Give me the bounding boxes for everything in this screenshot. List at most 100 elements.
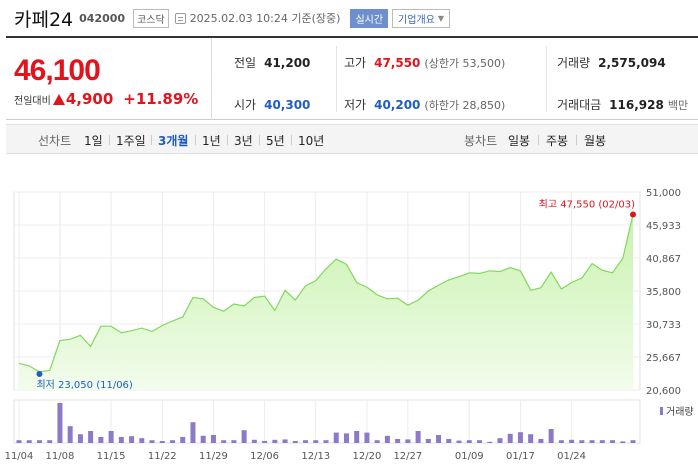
tab-1y[interactable]: 1년 (202, 134, 221, 148)
tab-1w[interactable]: 1주일 (116, 134, 146, 148)
price-summary: 46,100 전일대비 4,900 +11.89% 전일 41,200 시가 4… (6, 36, 698, 120)
volume-bar (354, 431, 360, 443)
stat-value: 2,575,094 (598, 56, 666, 70)
stock-code: 042000 (79, 11, 126, 25)
volume-bar (558, 440, 564, 443)
volume-bar (282, 439, 288, 443)
volume-bar (190, 422, 196, 443)
volume-bar (487, 441, 493, 443)
volume-frame (13, 399, 641, 444)
volume-bar (231, 440, 237, 443)
upper-limit: (상한가 53,500) (424, 57, 506, 70)
volume-bar (599, 440, 605, 443)
volume-bar (272, 439, 278, 443)
stat-label: 시가 (234, 98, 257, 112)
tab-daily[interactable]: 일봉 (508, 134, 531, 148)
x-tick-label: 11/29 (199, 451, 228, 462)
tab-divider (576, 135, 577, 145)
tab-3y[interactable]: 3년 (234, 134, 253, 148)
volume-bar (528, 434, 534, 443)
volume-bar (57, 403, 63, 443)
tab-monthly[interactable]: 월봉 (584, 134, 607, 148)
period-tabbar: 선차트 1일 1주일 3개월 1년 3년 5년 10년 봉차트 일봉 주봉 월봉 (6, 124, 698, 154)
lower-limit: (하한가 28,850) (424, 99, 506, 112)
x-tick-label: 11/08 (46, 451, 75, 462)
tab-divider (259, 135, 260, 145)
volume-bar (415, 431, 421, 443)
stat-value: 40,200 (374, 98, 421, 112)
volume-bar (221, 440, 227, 443)
volume-bar (303, 440, 309, 443)
volume-bar (262, 441, 268, 443)
company-overview-dropdown[interactable]: 기업개요 ▼ (392, 8, 451, 28)
volume-bar (384, 435, 390, 443)
stat-label: 고가 (344, 56, 367, 70)
volume-bar (364, 432, 370, 443)
volume-bar (620, 441, 626, 443)
tab-weekly[interactable]: 주봉 (546, 134, 569, 148)
volume-legend-swatch (660, 407, 663, 415)
stat-value: 40,300 (264, 98, 311, 112)
volume-bar (589, 440, 595, 443)
volume-bar (374, 440, 380, 443)
volume-bar (67, 426, 73, 443)
stat-label: 거래대금 (557, 98, 602, 112)
volume-bar (477, 440, 482, 443)
stat-open: 시가 40,300 (234, 96, 310, 113)
realtime-button[interactable]: 실시간 (350, 8, 389, 28)
x-tick-label: 11/22 (148, 451, 177, 462)
timestamp: 2025.02.03 10:24 기준(장중) (189, 12, 341, 25)
volume-bar (200, 435, 206, 443)
triangle-up-icon (52, 93, 65, 105)
x-tick-label: 11/15 (97, 451, 126, 462)
x-tick-label: 12/13 (301, 451, 330, 462)
stat-label: 전일 (234, 56, 257, 70)
low-annotation: 최저 23,050 (11/06) (36, 379, 132, 391)
volume-bar (323, 440, 329, 443)
volume-bar (446, 439, 452, 443)
volume-bar (241, 430, 247, 443)
price-line (18, 214, 634, 373)
volume-bar (425, 439, 431, 443)
volume-bar (395, 439, 401, 443)
x-tick-label: 12/27 (393, 451, 422, 462)
tab-10y[interactable]: 10년 (298, 134, 325, 148)
volume-bar (507, 433, 513, 443)
change-row: 전일대비 4,900 +11.89% (14, 90, 198, 108)
volume-bar (170, 440, 175, 443)
column-divider (336, 46, 337, 112)
stat-unit: 백만 (667, 99, 689, 112)
high-marker (630, 211, 636, 218)
volume-bar (313, 440, 319, 443)
volume-bar (47, 440, 53, 443)
price-tick-label: 35,800 (646, 287, 681, 298)
tab-3m[interactable]: 3개월 (158, 134, 189, 148)
current-price: 46,100 (14, 54, 101, 87)
tab-5y[interactable]: 5년 (266, 134, 285, 148)
change-rate: +11.89% (123, 90, 199, 108)
volume-legend-label: 거래량 (666, 406, 694, 418)
stat-volume: 거래량 2,575,094 (557, 54, 666, 71)
volume-bar (538, 439, 544, 443)
volume-bar (343, 433, 349, 443)
volume-bar (118, 437, 124, 443)
volume-bar (292, 441, 298, 443)
stat-prev-close: 전일 41,200 (234, 54, 310, 71)
current-price-box: 46,100 전일대비 4,900 +11.89% (6, 38, 212, 120)
candle-chart-label: 봉차트 (464, 134, 498, 148)
volume-bar (180, 437, 186, 443)
x-tick-label: 12/06 (250, 451, 279, 462)
tab-1d[interactable]: 1일 (84, 134, 103, 148)
volume-bar (333, 432, 339, 443)
low-marker (36, 371, 43, 378)
stat-value: 41,200 (264, 56, 311, 70)
stat-label: 저가 (344, 98, 367, 112)
tab-divider (109, 135, 110, 145)
stock-header: 카페24 042000 코스닥 2025.02.03 10:24 기준(장중) … (0, 0, 698, 36)
volume-bar (466, 440, 472, 443)
column-divider (546, 46, 547, 112)
volume-bar (405, 439, 411, 443)
price-tick-label: 20,600 (646, 386, 681, 397)
stat-high: 고가 47,550 (상한가 53,500) (344, 54, 505, 71)
